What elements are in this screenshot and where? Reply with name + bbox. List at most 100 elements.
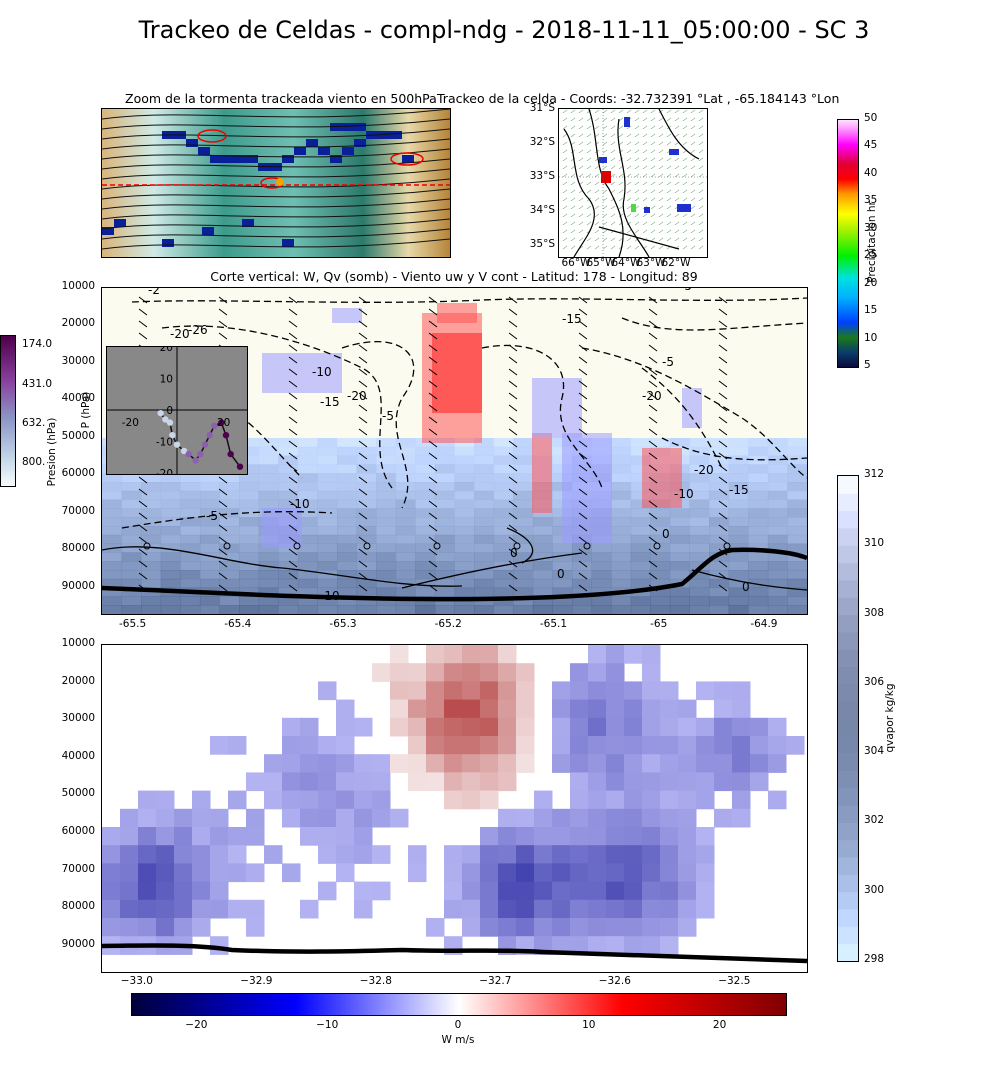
- precip-tick: 30: [864, 221, 878, 234]
- hodograph-y-tick: -20: [156, 468, 173, 474]
- qvapor-tick: 298: [864, 953, 885, 965]
- hodograph-point: [180, 447, 188, 455]
- pressure-colorbar: [0, 335, 16, 487]
- hodograph-point: [227, 450, 234, 458]
- w-colorbar-tick: −20: [185, 1019, 208, 1031]
- section-y-tick: 60000: [61, 467, 95, 480]
- contour-label: 0: [742, 580, 750, 594]
- section-y-tick: 50000: [61, 429, 95, 442]
- w-colorbar-tick: 20: [712, 1019, 727, 1031]
- qvapor-tick: 312: [864, 468, 885, 480]
- track-lat-tick: 34°S: [529, 204, 555, 216]
- track-lat-tick: 32°S: [529, 136, 555, 148]
- hodograph-y-tick: 20: [160, 347, 173, 354]
- track-map: [558, 108, 708, 258]
- hodograph-point: [218, 419, 225, 426]
- figure-title: Trackeo de Celdas - compl-ndg - 2018-11-…: [138, 16, 870, 44]
- pressure-tick: 431.0: [22, 378, 53, 390]
- track-panel-title: Trackeo de la celda - Coords: -32.732391…: [437, 91, 840, 106]
- w-plot: [101, 644, 808, 973]
- section-x-tick: -64.9: [750, 618, 778, 630]
- pressure-tick: 174.0: [22, 338, 53, 350]
- qvapor-colorbar: [837, 475, 859, 962]
- qvapor-tick: 308: [864, 606, 885, 619]
- hodograph-x-tick: 20: [217, 417, 230, 429]
- contour-label: 0: [557, 567, 565, 581]
- qvapor-colorbar-label: qvapor kg/kg: [884, 683, 896, 753]
- contour-label: -5: [662, 355, 674, 369]
- hodograph-inset: -20 20 20 10 0 -10 -20: [106, 346, 248, 475]
- contour-label: -10: [674, 487, 694, 501]
- w-x-tick: −32.8: [359, 975, 392, 987]
- w-y-tick: 20000: [61, 674, 95, 687]
- qvapor-tick: 300: [864, 883, 885, 896]
- w-colorbar-tick: 0: [454, 1019, 462, 1031]
- zoom-map: [101, 108, 451, 258]
- track-map-canvas: [559, 109, 707, 257]
- w-x-tick: −33.0: [120, 975, 153, 987]
- contour-label: -5: [206, 509, 218, 523]
- w-y-tick: 50000: [61, 787, 95, 800]
- w-y-tick: 30000: [61, 712, 95, 725]
- hodograph-point: [201, 441, 209, 448]
- hodograph-x-tick: -20: [122, 417, 139, 429]
- contour-label: 0: [510, 546, 518, 560]
- track-lat-tick: 33°S: [529, 170, 555, 182]
- w-x-tick: −32.6: [598, 975, 631, 987]
- contour-label: -20: [170, 327, 190, 341]
- track-lat-tick: 31°S: [529, 102, 555, 114]
- contour-label: -15: [320, 395, 340, 409]
- qvapor-tick: 302: [864, 814, 885, 827]
- section-x-tick: -65: [650, 618, 668, 630]
- contour-label: -10: [312, 365, 332, 379]
- section-y-tick: 10000: [61, 280, 95, 292]
- section-x-tick: -65.5: [118, 618, 147, 630]
- hodograph-ylabel: P (hPa): [80, 391, 92, 429]
- contour-label: -20: [347, 389, 367, 403]
- precip-tick: 35: [864, 194, 878, 207]
- track-lon-tick: 62°W: [661, 257, 691, 269]
- precip-tick: 5: [864, 359, 871, 371]
- section-canvas: -26-20-10-15 -20-5-10-5-20-15-20-10-15-50…: [102, 288, 807, 614]
- section-y-tick: 30000: [61, 354, 95, 367]
- hodograph-point: [166, 419, 174, 426]
- track-lat-tick: 35°S: [529, 238, 555, 250]
- contour-label: -26: [188, 323, 208, 337]
- qvapor-tick: 310: [864, 537, 885, 550]
- w-y-tick: 60000: [61, 824, 95, 837]
- pressure-tick: 800.: [22, 456, 46, 468]
- hodograph-point: [157, 409, 164, 417]
- section-y-tick: 40000: [61, 392, 95, 405]
- hodograph-point: [162, 416, 169, 423]
- section-x-tick: -65.4: [224, 618, 252, 630]
- track-lon-tick: 63°W: [636, 257, 666, 269]
- hodograph-y-tick: 0: [166, 405, 173, 417]
- precip-tick: 45: [864, 139, 878, 152]
- contour-label: -5: [382, 409, 394, 423]
- hodograph-y-tick: 10: [160, 374, 173, 386]
- section-y-tick: 70000: [61, 504, 95, 517]
- contour-label: -15: [729, 483, 749, 497]
- w-y-tick: 10000: [61, 637, 95, 649]
- hodograph-point: [211, 422, 218, 429]
- track-lon-tick: 65°W: [586, 257, 616, 269]
- w-colorbar-label: W m/s: [441, 1034, 475, 1046]
- w-y-tick: 70000: [61, 862, 95, 875]
- section-x-tick: -65.2: [434, 618, 462, 630]
- hodograph-point: [185, 450, 192, 458]
- zoom-map-canvas: [102, 109, 450, 257]
- section-y-tick: 80000: [61, 542, 95, 555]
- contour-label: -20: [642, 389, 662, 403]
- hodograph-y-tick: -10: [156, 437, 173, 449]
- contour-label: -20: [694, 463, 714, 477]
- w-x-tick: −32.9: [240, 975, 273, 987]
- w-x-tick: −32.7: [479, 975, 512, 987]
- precip-tick: 20: [864, 276, 878, 289]
- hodograph-point: [197, 450, 204, 458]
- track-lon-tick: 66°W: [561, 257, 591, 269]
- pressure-tick: 632.: [22, 417, 46, 429]
- hodograph-point: [192, 457, 199, 464]
- w-y-tick: 90000: [61, 937, 95, 950]
- section-title: Corte vertical: W, Qv (somb) - Viento uw…: [210, 269, 698, 284]
- w-y-tick: 40000: [61, 749, 95, 762]
